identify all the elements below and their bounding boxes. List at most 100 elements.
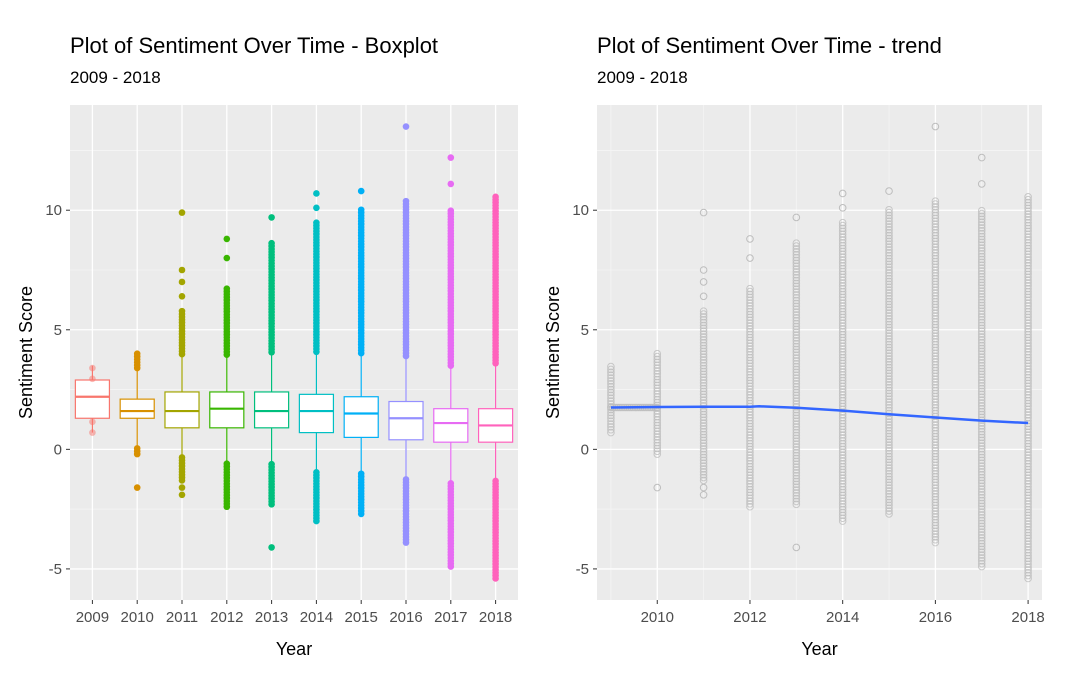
data-point xyxy=(885,375,893,383)
data-point xyxy=(1024,537,1032,545)
data-point xyxy=(885,246,893,254)
data-point xyxy=(746,302,754,310)
data-point xyxy=(792,454,801,463)
data-point xyxy=(792,314,801,322)
data-point xyxy=(746,342,754,350)
data-point xyxy=(931,424,940,432)
data-point xyxy=(931,444,940,452)
data-point xyxy=(838,491,847,500)
data-point xyxy=(931,403,940,412)
data-point xyxy=(838,279,847,287)
data-point xyxy=(838,399,847,408)
data-point xyxy=(1024,319,1032,327)
data-point xyxy=(792,348,801,357)
data-point xyxy=(607,428,615,437)
data-point xyxy=(885,441,893,449)
data-point xyxy=(977,422,986,430)
outlier-point xyxy=(89,429,96,436)
data-point xyxy=(931,415,940,424)
data-point xyxy=(699,453,708,462)
data-point xyxy=(1024,218,1032,227)
data-point xyxy=(977,252,986,261)
data-point xyxy=(746,350,754,359)
data-point xyxy=(699,327,708,336)
data-point xyxy=(885,257,893,266)
data-point xyxy=(746,431,754,439)
data-point xyxy=(977,235,986,244)
data-point xyxy=(885,461,893,469)
data-point xyxy=(607,371,615,380)
data-point xyxy=(977,215,986,224)
point-column-2012 xyxy=(746,235,754,511)
data-point xyxy=(977,433,986,442)
data-point xyxy=(838,247,847,256)
data-point xyxy=(931,435,940,444)
data-point xyxy=(1024,457,1032,465)
data-point xyxy=(792,354,801,362)
outlier-point xyxy=(357,206,365,214)
x-tick-label: 2012 xyxy=(733,609,766,626)
data-point xyxy=(977,502,986,511)
data-point xyxy=(885,360,893,369)
data-point xyxy=(885,484,893,492)
data-point xyxy=(977,264,986,272)
outlier-point xyxy=(357,187,365,195)
outlier-point xyxy=(178,278,186,286)
outlier-point xyxy=(178,491,186,499)
data-point xyxy=(1024,270,1032,279)
data-point xyxy=(838,230,847,238)
data-point xyxy=(792,500,801,509)
data-point xyxy=(977,278,986,287)
data-point xyxy=(746,385,754,393)
data-point xyxy=(931,378,940,386)
data-point xyxy=(885,415,893,424)
box-2018 xyxy=(477,193,514,582)
point-column-2009 xyxy=(607,362,615,437)
data-point xyxy=(746,356,754,365)
data-point xyxy=(885,335,893,343)
data-point xyxy=(1024,474,1032,482)
data-point xyxy=(977,404,986,413)
data-point xyxy=(792,405,801,414)
data-point xyxy=(931,501,940,510)
data-point xyxy=(653,395,662,404)
data-point xyxy=(885,251,893,260)
data-point xyxy=(792,543,801,552)
box-2014 xyxy=(298,190,335,525)
data-point xyxy=(653,415,662,424)
data-point xyxy=(653,367,662,375)
data-point xyxy=(977,447,986,456)
data-point xyxy=(746,362,754,370)
data-point xyxy=(792,291,801,299)
data-point xyxy=(885,355,893,363)
data-point xyxy=(746,376,754,385)
data-point xyxy=(1024,543,1032,551)
data-point xyxy=(838,264,847,273)
data-point xyxy=(838,365,847,373)
data-point xyxy=(885,280,893,289)
data-point xyxy=(838,236,847,244)
data-point xyxy=(792,428,801,437)
outlier-point xyxy=(447,207,455,214)
data-point xyxy=(792,491,801,500)
data-point xyxy=(931,217,940,226)
data-point xyxy=(931,263,940,271)
data-point xyxy=(977,307,986,315)
data-point xyxy=(885,478,893,487)
data-point xyxy=(931,386,940,395)
data-point xyxy=(931,458,940,467)
data-point xyxy=(653,369,662,378)
data-point xyxy=(1024,238,1032,247)
data-point xyxy=(699,278,708,286)
data-point xyxy=(838,500,847,508)
outlier-point xyxy=(133,350,141,357)
data-point xyxy=(885,237,893,246)
data-point xyxy=(885,398,893,406)
data-point xyxy=(607,425,615,434)
data-point xyxy=(746,330,754,339)
data-point xyxy=(977,298,986,307)
data-point xyxy=(792,451,801,460)
data-point xyxy=(746,382,754,391)
data-point xyxy=(792,374,801,382)
outlier-point xyxy=(268,239,275,247)
